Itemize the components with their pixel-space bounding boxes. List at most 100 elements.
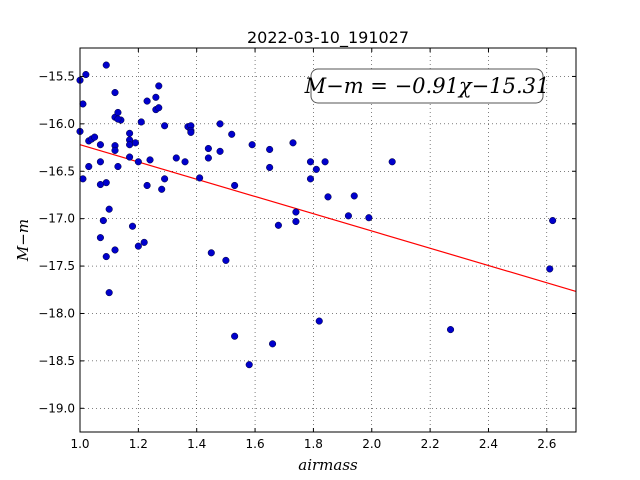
data-point [131, 139, 139, 147]
y-tick-label: −15.5 [38, 69, 75, 83]
y-tick-label: −17.5 [38, 259, 75, 273]
data-point [181, 158, 189, 166]
data-point [96, 234, 104, 242]
data-point [274, 221, 282, 229]
y-tick-label: −18.5 [38, 354, 75, 368]
data-point [388, 158, 396, 166]
data-point [321, 158, 329, 166]
data-point [152, 93, 160, 101]
data-point [158, 185, 166, 193]
data-point [187, 128, 195, 136]
data-point [315, 317, 323, 325]
x-tick-label: 2.4 [479, 437, 498, 451]
data-point [228, 130, 236, 138]
data-point [161, 122, 169, 130]
data-point [269, 340, 277, 348]
data-point [289, 139, 297, 147]
data-point [292, 217, 300, 226]
y-tick-label: −19.0 [38, 401, 75, 415]
data-point [365, 214, 373, 222]
data-point [446, 326, 455, 334]
data-point [79, 100, 87, 108]
chart-title: 2022-03-10_191027 [247, 28, 409, 48]
data-point [111, 246, 119, 254]
data-point [155, 104, 163, 112]
data-point [143, 97, 151, 105]
data-point [344, 212, 352, 220]
data-point [85, 162, 93, 171]
data-point [306, 158, 315, 166]
data-point [140, 238, 148, 246]
data-point [266, 163, 274, 172]
data-point [172, 154, 180, 162]
x-tick-label: 1.2 [129, 437, 148, 451]
data-point [82, 70, 90, 79]
x-tick-label: 1.6 [246, 437, 265, 451]
data-point [245, 361, 253, 369]
data-point [204, 144, 212, 153]
data-point [222, 256, 230, 264]
data-point [324, 193, 332, 201]
data-point [126, 129, 134, 137]
data-point [207, 249, 215, 257]
data-point [143, 181, 151, 190]
data-point [266, 145, 274, 154]
data-point [102, 253, 110, 261]
data-point [111, 89, 119, 97]
data-point [549, 217, 557, 225]
fit-line [79, 144, 577, 292]
x-tick-label: 1.8 [304, 437, 323, 451]
data-point [111, 146, 119, 154]
y-tick-label: −16.5 [38, 164, 75, 178]
data-point [128, 222, 137, 230]
data-point [216, 147, 224, 155]
data-point [248, 141, 256, 149]
data-point [102, 61, 110, 69]
y-axis-label: M−m [14, 219, 32, 262]
data-point [134, 158, 142, 166]
data-point [231, 332, 239, 340]
data-point [161, 175, 169, 183]
data-point [204, 154, 212, 162]
ticks: 1.0 1.2 1.4 1.6 1.8 2.0 2.2 2.4 2.6 −15.5 −16.0 −16… [38, 48, 576, 451]
data-point [306, 175, 315, 183]
data-point [350, 192, 358, 200]
data-point [546, 265, 554, 273]
x-axis-label: airmass [298, 456, 358, 474]
data-point [155, 82, 163, 90]
y-tick-label: −16.0 [38, 117, 75, 131]
data-point [79, 175, 87, 183]
data-point [231, 181, 239, 190]
data-point [105, 205, 113, 213]
data-point [216, 120, 224, 128]
data-point [134, 242, 142, 250]
data-point [292, 208, 300, 216]
data-point [99, 217, 107, 225]
x-tick-label: 1.0 [70, 437, 89, 451]
data-point [102, 179, 110, 187]
fit-annotation: M−m = −0.91χ−15.31 [304, 74, 550, 98]
data-point [91, 133, 99, 141]
annotation-box [310, 68, 544, 104]
x-tick-label: 2.0 [362, 437, 381, 451]
data-point [126, 153, 134, 161]
data-point [146, 156, 154, 164]
plot-area [80, 48, 576, 432]
y-tick-label: −17.0 [38, 212, 75, 226]
x-tick-label: 2.6 [537, 437, 556, 451]
data-point [114, 115, 122, 123]
data-point [96, 141, 104, 149]
data-points [76, 61, 557, 369]
y-tick-label: −18.0 [38, 306, 75, 320]
data-point [312, 165, 320, 173]
data-point [114, 108, 122, 117]
plot-frame [79, 47, 577, 433]
data-point [196, 174, 204, 182]
data-point [96, 158, 104, 166]
x-tick-label: 2.2 [421, 437, 440, 451]
data-point [137, 118, 145, 126]
data-point [114, 162, 122, 171]
data-point [105, 289, 113, 297]
x-tick-label: 1.4 [187, 437, 206, 451]
